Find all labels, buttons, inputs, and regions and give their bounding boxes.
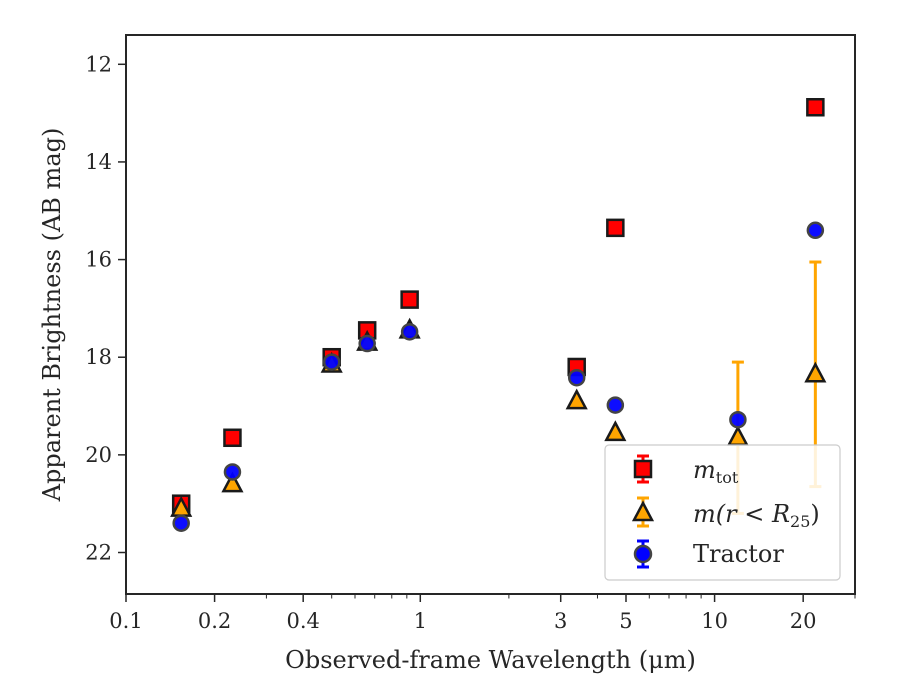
y-tick-label: 12 xyxy=(85,52,112,76)
legend-entry-tractor: Tractor xyxy=(633,539,784,569)
data-point-mtot xyxy=(806,98,825,117)
legend-label-mtot-main: m xyxy=(693,456,716,484)
x-axis-label: Observed-frame Wavelength (μm) xyxy=(285,646,696,674)
legend-label-tractor: Tractor xyxy=(693,540,784,568)
data-point-tractor xyxy=(806,221,825,240)
data-point-mtot xyxy=(223,428,242,448)
y-tick-label: 22 xyxy=(85,541,112,565)
legend-marker-circle xyxy=(633,544,653,564)
data-point-tractor xyxy=(223,463,242,481)
legend-entry-mr25: m(r < R25) xyxy=(631,496,820,531)
data-point-mr25 xyxy=(604,420,627,442)
x-tick-label: 1 xyxy=(414,609,427,633)
data-point-tractor xyxy=(172,514,190,532)
x-tick-label: 0.1 xyxy=(109,609,142,633)
data-point-mtot xyxy=(606,218,625,238)
data-point-mr25 xyxy=(804,361,827,383)
legend-label-mr25-sub: 25 xyxy=(790,512,810,531)
data-point-tractor xyxy=(567,368,586,387)
data-point-tractor xyxy=(606,396,625,414)
x-tick-label: 20 xyxy=(790,609,817,633)
x-tick-label: 3 xyxy=(554,609,567,633)
y-tick-label: 20 xyxy=(85,443,112,467)
data-point-mtot xyxy=(400,290,419,309)
x-tick-label: 0.4 xyxy=(286,609,319,633)
data-point-tractor xyxy=(400,323,419,341)
axis-ticks: 0.1 0.2 0.4 1 3 5 10 20 12 14 16 18 20 22 xyxy=(85,52,856,633)
y-tick-label: 18 xyxy=(85,345,112,369)
plot-frame xyxy=(125,34,856,595)
y-tick-label: 14 xyxy=(85,150,112,174)
x-tick-label: 5 xyxy=(619,609,632,633)
legend-frame xyxy=(604,444,841,581)
legend: mtot m(r < R25) Tractor xyxy=(604,444,841,581)
legend-marker-triangle xyxy=(631,500,655,522)
x-tick-label: 10 xyxy=(701,609,728,633)
legend-label-mr25-main: m(r < R xyxy=(693,500,790,528)
legend-label-mtot: mtot xyxy=(693,456,739,487)
legend-label-mr25-tail: ) xyxy=(810,500,819,528)
y-tick-label: 16 xyxy=(85,248,112,272)
data-point-tractor xyxy=(322,353,341,371)
x-tick-label: 0.2 xyxy=(198,609,231,633)
data-point-tractor xyxy=(358,334,376,353)
data-point-mr25 xyxy=(565,388,588,410)
legend-entry-mtot: mtot xyxy=(633,454,739,487)
legend-label-mtot-sub: tot xyxy=(716,468,739,487)
y-axis-label: Apparent Brightness (AB mag) xyxy=(38,128,66,503)
data-markers xyxy=(170,98,827,532)
legend-marker-square xyxy=(633,459,653,479)
data-point-mr25 xyxy=(221,471,244,493)
data-point-tractor xyxy=(729,410,747,429)
legend-label-mr25: m(r < R25) xyxy=(693,500,820,531)
